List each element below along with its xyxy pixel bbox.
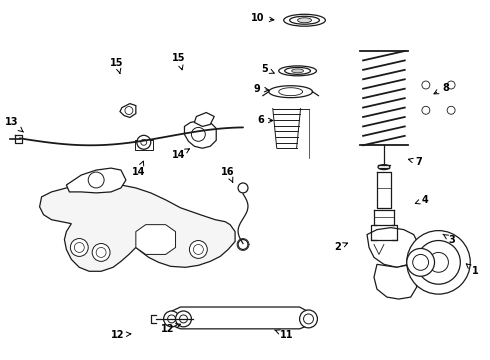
Text: 10: 10	[251, 13, 274, 23]
Text: 13: 13	[5, 117, 24, 132]
Circle shape	[416, 240, 460, 284]
Circle shape	[303, 314, 314, 324]
Circle shape	[413, 255, 429, 270]
Ellipse shape	[292, 69, 303, 73]
Text: 14: 14	[132, 161, 146, 177]
Ellipse shape	[285, 67, 311, 74]
Circle shape	[299, 310, 318, 328]
Ellipse shape	[297, 18, 312, 23]
Text: 5: 5	[262, 64, 274, 74]
Circle shape	[141, 139, 147, 145]
Circle shape	[125, 107, 133, 114]
Text: 1: 1	[466, 264, 479, 276]
Ellipse shape	[279, 66, 317, 76]
Polygon shape	[195, 113, 214, 126]
Text: 9: 9	[253, 84, 269, 94]
Text: 6: 6	[258, 116, 273, 126]
Ellipse shape	[378, 165, 390, 170]
Text: 2: 2	[334, 243, 347, 252]
Polygon shape	[120, 104, 136, 117]
Circle shape	[179, 315, 188, 323]
Circle shape	[137, 135, 151, 149]
Text: 4: 4	[415, 195, 428, 205]
Circle shape	[190, 240, 207, 258]
Text: 11: 11	[274, 330, 294, 340]
Circle shape	[238, 239, 248, 249]
Circle shape	[175, 311, 192, 327]
Circle shape	[429, 252, 448, 272]
Circle shape	[88, 172, 104, 188]
Polygon shape	[367, 228, 418, 267]
Circle shape	[96, 247, 106, 257]
Text: 14: 14	[172, 149, 190, 160]
Circle shape	[422, 81, 430, 89]
Text: 12: 12	[111, 330, 131, 340]
Text: 15: 15	[172, 53, 185, 70]
Circle shape	[74, 243, 84, 252]
Polygon shape	[166, 307, 313, 329]
Polygon shape	[40, 183, 235, 271]
Polygon shape	[184, 121, 216, 148]
Ellipse shape	[284, 14, 325, 26]
Text: 8: 8	[434, 83, 449, 94]
Circle shape	[407, 231, 470, 294]
Circle shape	[164, 311, 179, 327]
Circle shape	[238, 183, 248, 193]
Text: 7: 7	[409, 157, 422, 167]
Text: 3: 3	[443, 234, 455, 244]
Polygon shape	[136, 225, 175, 255]
Circle shape	[71, 239, 88, 256]
Ellipse shape	[290, 16, 319, 24]
Text: 16: 16	[221, 167, 235, 183]
Circle shape	[92, 243, 110, 261]
Circle shape	[407, 248, 435, 276]
Polygon shape	[66, 168, 126, 193]
Text: 12: 12	[161, 324, 180, 334]
Circle shape	[447, 106, 455, 114]
Circle shape	[447, 81, 455, 89]
Circle shape	[168, 315, 175, 323]
Circle shape	[422, 106, 430, 114]
Circle shape	[192, 127, 205, 141]
Polygon shape	[374, 264, 416, 299]
Text: 15: 15	[110, 58, 124, 73]
Circle shape	[194, 244, 203, 255]
